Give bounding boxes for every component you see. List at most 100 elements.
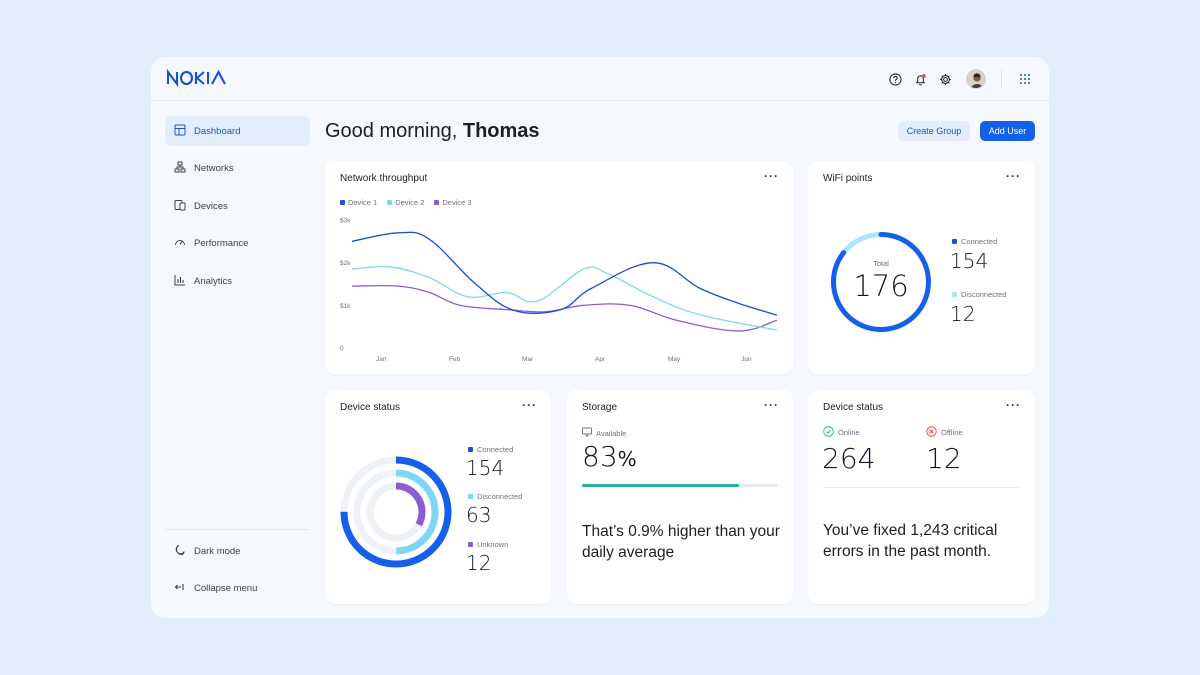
legend-label: Device 3 (442, 198, 472, 207)
check-circle-icon (823, 426, 834, 439)
wifi-total-value: 176 (853, 269, 909, 303)
bar-chart-icon (174, 274, 186, 289)
y-tick-label: 0 (340, 346, 344, 353)
available-label: Available (596, 428, 627, 438)
legend-label: Device 1 (348, 198, 378, 207)
top-bar (151, 57, 1049, 101)
card-title: Device status (340, 402, 401, 413)
connected-legend: Connected (952, 237, 997, 246)
sidebar-divider (165, 529, 309, 530)
sidebar-item-dashboard[interactable]: Dashboard (165, 116, 310, 146)
legend-item: Device 3 (434, 198, 472, 207)
ring-connected (340, 456, 452, 568)
disconnected-value: 63 (466, 503, 492, 527)
series-line-device-1 (351, 231, 778, 316)
devices-icon (174, 199, 186, 214)
storage-progress-fill (582, 484, 739, 487)
more-options-button[interactable]: ··· (764, 398, 779, 412)
sidebar-item-label: Analytics (194, 275, 233, 287)
storage-percent-sign: % (617, 447, 637, 471)
errors-note: You’ve fixed 1,243 critical errors in th… (823, 522, 998, 560)
network-icon (174, 161, 186, 176)
greeting-prefix: Good morning, (325, 120, 463, 142)
collapse-menu-button[interactable]: Collapse menu (165, 574, 310, 604)
user-name: Thomas (462, 120, 540, 142)
y-tick-label: $3k (340, 218, 351, 225)
online-value: 264 (822, 442, 876, 475)
offline-label-row: Offline (926, 426, 963, 439)
available-label-row: Available (582, 427, 626, 439)
more-options-button[interactable]: ··· (522, 398, 537, 412)
wifi-points-card: WiFi points ··· Total 176 Connected 154 … (808, 161, 1035, 374)
x-tick-label: Jun (741, 356, 752, 363)
x-tick-label: May (668, 356, 681, 363)
sidebar: Dashboard Networks Devices Performance A… (165, 116, 310, 606)
collapse-menu-label: Collapse menu (194, 583, 258, 594)
nokia-logo[interactable] (166, 68, 228, 88)
y-tick-label: $1k (340, 303, 351, 310)
online-label: Online (838, 428, 860, 437)
device-status-counts-card: Device status ··· Online 264 Offline 12 … (808, 390, 1035, 604)
topbar-divider (1001, 70, 1002, 88)
x-tick-label: Apr (595, 356, 606, 363)
device-status-rings-card: Device status ··· Connected 154 Disconne… (325, 390, 551, 604)
sidebar-item-label: Devices (194, 200, 228, 212)
more-options-button[interactable]: ··· (1006, 169, 1021, 183)
storage-progress-track (582, 484, 778, 487)
disconnected-value: 12 (950, 302, 976, 326)
y-tick-label: $2k (340, 260, 351, 267)
connected-label: Connected (961, 237, 998, 246)
chart-legend: Device 1 Device 2 Device 3 (340, 198, 472, 207)
legend-item: Device 1 (340, 198, 377, 207)
avatar[interactable] (966, 69, 986, 89)
throughput-chart: 0 $1k $2k $3k Jan Feb Mar Apr May Jun (340, 218, 778, 363)
connected-value: 154 (466, 456, 505, 480)
more-options-button[interactable]: ··· (764, 169, 779, 183)
storage-percent-value: 83 (582, 440, 618, 473)
sidebar-item-analytics[interactable]: Analytics (165, 266, 310, 296)
card-title: WiFi points (823, 173, 873, 184)
settings-icon[interactable] (937, 71, 953, 87)
disconnected-label: Disconnected (961, 290, 1007, 299)
moon-icon (174, 544, 186, 559)
storage-card: Storage ··· Available 83% That’s 0.9% hi… (567, 390, 793, 604)
card-divider (823, 487, 1020, 488)
connected-legend: Connected (468, 445, 513, 454)
x-tick-label: Jan (376, 356, 387, 363)
card-title: Device status (823, 402, 884, 413)
storage-note: That’s 0.9% higher than your daily avera… (582, 523, 780, 561)
legend-item: Device 2 (387, 198, 424, 207)
gauge-icon (174, 236, 186, 251)
legend-label: Device 2 (395, 198, 425, 207)
help-icon[interactable] (887, 71, 903, 87)
connected-value: 154 (950, 249, 989, 273)
bell-icon[interactable] (912, 71, 928, 87)
online-label-row: Online (823, 426, 860, 439)
app-window: Dashboard Networks Devices Performance A… (151, 57, 1049, 618)
ring-disconnected (353, 469, 439, 555)
more-options-button[interactable]: ··· (1006, 398, 1021, 412)
disconnected-legend: Disconnected (468, 492, 522, 501)
offline-label: Offline (941, 428, 963, 437)
offline-value: 12 (926, 442, 962, 475)
x-circle-icon (926, 426, 937, 439)
card-title: Network throughput (340, 173, 428, 184)
disconnected-label: Disconnected (477, 492, 523, 501)
sidebar-item-label: Dashboard (194, 125, 241, 137)
monitor-icon (582, 427, 592, 439)
unknown-legend: Unknown (468, 540, 508, 549)
collapse-icon (174, 581, 186, 596)
sidebar-item-label: Networks (194, 163, 234, 174)
add-user-button[interactable]: Add User (980, 121, 1035, 141)
apps-grid-icon[interactable] (1017, 71, 1033, 87)
network-throughput-card: Network throughput ··· Device 1 Device 2… (325, 161, 793, 374)
sidebar-item-networks[interactable]: Networks (165, 154, 310, 184)
create-group-button[interactable]: Create Group (898, 121, 970, 141)
sidebar-item-devices[interactable]: Devices (165, 191, 310, 221)
sidebar-item-label: Performance (194, 238, 249, 249)
dark-mode-toggle[interactable]: Dark mode (165, 536, 310, 566)
sidebar-item-performance[interactable]: Performance (165, 229, 310, 259)
wifi-total-label: Total (873, 259, 889, 268)
connected-label: Connected (477, 445, 514, 454)
donut-connected-arc (831, 232, 931, 332)
